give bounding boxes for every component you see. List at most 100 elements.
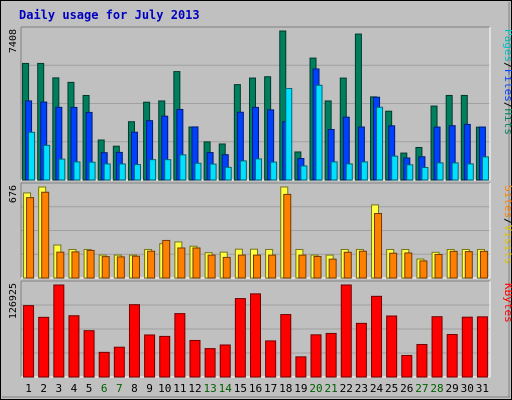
legend-entry: / bbox=[502, 62, 512, 69]
bar-sites-day-1 bbox=[26, 197, 35, 279]
x-tick-label-day-4: 4 bbox=[71, 382, 78, 395]
x-tick-label-day-24: 24 bbox=[370, 382, 384, 395]
x-tick-label-day-25: 25 bbox=[385, 382, 398, 395]
bar-sites-day-14 bbox=[222, 256, 231, 279]
legend-entry: Files bbox=[502, 69, 512, 102]
bar-kbytes-day-11 bbox=[174, 313, 186, 378]
bar-kbytes-day-23 bbox=[355, 322, 367, 378]
x-tick-label-day-22: 22 bbox=[340, 382, 353, 395]
bar-pages-day-20 bbox=[315, 84, 323, 181]
bar-pages-day-13 bbox=[209, 163, 217, 181]
bar-sites-day-11 bbox=[177, 247, 186, 279]
bar-pages-day-19 bbox=[300, 165, 308, 181]
bar-sites-day-4 bbox=[71, 251, 80, 279]
bar-sites-day-17 bbox=[268, 254, 277, 279]
legend-entry: Sites bbox=[502, 185, 512, 218]
bar-kbytes-day-27 bbox=[416, 343, 428, 378]
x-tick-label-day-30: 30 bbox=[461, 382, 474, 395]
x-tick-label-day-9: 9 bbox=[146, 382, 153, 395]
x-tick-label-day-17: 17 bbox=[264, 382, 277, 395]
bar-sites-day-8 bbox=[131, 255, 140, 279]
bar-sites-day-19 bbox=[298, 254, 307, 279]
panel-bottom-legend: KBytes bbox=[502, 283, 512, 323]
x-tick-label-day-26: 26 bbox=[400, 382, 413, 395]
bar-pages-day-30 bbox=[466, 163, 474, 181]
bar-pages-day-24 bbox=[376, 106, 384, 181]
bar-sites-day-23 bbox=[358, 250, 367, 279]
x-tick-label-day-16: 16 bbox=[249, 382, 262, 395]
bar-kbytes-day-28 bbox=[431, 316, 443, 378]
bar-kbytes-day-6 bbox=[98, 351, 110, 378]
bar-sites-day-12 bbox=[192, 247, 201, 279]
x-tick-label-day-1: 1 bbox=[25, 382, 32, 395]
bar-pages-day-5 bbox=[88, 161, 96, 181]
bar-sites-day-13 bbox=[207, 254, 216, 279]
bar-kbytes-day-10 bbox=[159, 335, 171, 378]
bar-sites-day-21 bbox=[328, 258, 337, 279]
bar-pages-day-3 bbox=[58, 158, 66, 181]
bar-kbytes-day-9 bbox=[144, 334, 156, 378]
bar-sites-day-27 bbox=[419, 260, 428, 279]
x-tick-label-day-15: 15 bbox=[234, 382, 247, 395]
bar-kbytes-day-18 bbox=[280, 314, 292, 378]
bar-pages-day-26 bbox=[406, 164, 414, 181]
bar-kbytes-day-30 bbox=[461, 316, 473, 378]
bar-sites-day-6 bbox=[101, 256, 110, 279]
x-tick-label-day-23: 23 bbox=[355, 382, 368, 395]
bar-sites-day-16 bbox=[253, 254, 261, 279]
bar-kbytes-day-4 bbox=[68, 315, 80, 378]
bar-sites-day-24 bbox=[374, 213, 383, 279]
bar-kbytes-day-19 bbox=[295, 356, 307, 378]
legend-entry: KBytes bbox=[502, 283, 512, 323]
bar-sites-day-18 bbox=[283, 193, 292, 279]
bar-sites-day-31 bbox=[479, 250, 488, 279]
bar-kbytes-day-8 bbox=[128, 304, 140, 378]
panel-middle-legend: Sites/Visits bbox=[502, 185, 512, 265]
x-tick-label-day-18: 18 bbox=[279, 382, 292, 395]
bar-kbytes-day-12 bbox=[189, 339, 201, 378]
x-tick-label-day-14: 14 bbox=[219, 382, 233, 395]
x-tick-label-day-21: 21 bbox=[325, 382, 338, 395]
bar-pages-day-21 bbox=[330, 161, 338, 181]
bar-kbytes-day-13 bbox=[204, 348, 216, 378]
x-tick-label-day-29: 29 bbox=[446, 382, 459, 395]
bar-sites-day-20 bbox=[313, 255, 322, 279]
x-tick-label-day-31: 31 bbox=[476, 382, 489, 395]
x-tick-label-day-11: 11 bbox=[173, 382, 186, 395]
x-tick-label-day-10: 10 bbox=[158, 382, 171, 395]
bar-pages-day-4 bbox=[73, 161, 81, 181]
bar-pages-day-2 bbox=[43, 144, 51, 181]
x-tick-label-day-28: 28 bbox=[430, 382, 443, 395]
bar-sites-day-26 bbox=[404, 252, 413, 279]
bar-sites-day-7 bbox=[116, 256, 125, 279]
bar-kbytes-day-2 bbox=[38, 316, 50, 378]
bar-kbytes-day-16 bbox=[250, 293, 261, 378]
bar-pages-day-27 bbox=[421, 166, 429, 181]
panel-middle-max-label: 676 bbox=[8, 185, 19, 203]
bar-pages-day-31 bbox=[481, 156, 489, 181]
bar-sites-day-10 bbox=[162, 239, 171, 279]
bar-sites-day-2 bbox=[41, 191, 50, 279]
bar-kbytes-day-24 bbox=[371, 295, 383, 378]
bar-kbytes-day-20 bbox=[310, 334, 322, 378]
bar-pages-day-17 bbox=[270, 161, 278, 181]
bar-pages-day-9 bbox=[149, 159, 157, 181]
bar-kbytes-day-17 bbox=[265, 340, 277, 378]
panel-top-max-label: 7408 bbox=[8, 29, 19, 53]
bar-sites-day-15 bbox=[237, 254, 246, 279]
x-tick-label-day-8: 8 bbox=[131, 382, 138, 395]
chart-title: Daily usage for July 2013 bbox=[19, 8, 200, 22]
x-tick-label-day-5: 5 bbox=[86, 382, 93, 395]
panel-bottom-max-label: 126925 bbox=[8, 283, 19, 319]
bar-sites-day-22 bbox=[343, 251, 352, 279]
bar-pages-day-8 bbox=[133, 164, 141, 181]
bar-pages-day-22 bbox=[345, 163, 353, 181]
bar-pages-day-11 bbox=[179, 154, 187, 181]
bar-pages-day-7 bbox=[118, 163, 126, 181]
legend-entry: Visits bbox=[502, 225, 512, 265]
bar-kbytes-day-5 bbox=[83, 330, 95, 378]
bar-sites-day-28 bbox=[434, 253, 443, 279]
bar-sites-day-25 bbox=[389, 252, 398, 279]
